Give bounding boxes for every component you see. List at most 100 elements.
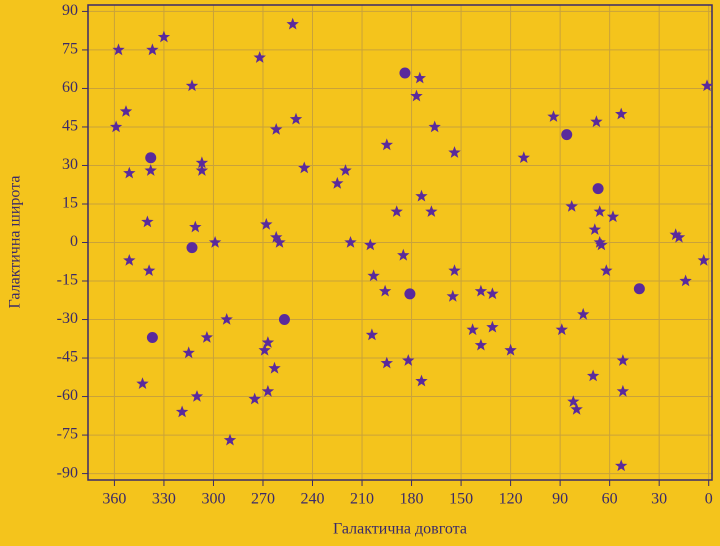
- point: [399, 67, 411, 79]
- x-tick-label: 0: [705, 491, 713, 508]
- point: [615, 459, 628, 472]
- point: [700, 79, 714, 92]
- point: [486, 287, 499, 300]
- point: [123, 166, 136, 179]
- point: [486, 320, 499, 333]
- point: [587, 369, 600, 382]
- point: [367, 269, 380, 282]
- point: [248, 392, 261, 405]
- point: [410, 89, 423, 102]
- point: [119, 105, 133, 117]
- point: [588, 223, 601, 235]
- point: [390, 205, 403, 217]
- point: [672, 230, 686, 243]
- y-tick-label: 90: [62, 2, 78, 19]
- point: [567, 395, 580, 407]
- y-tick-label: 30: [62, 156, 78, 173]
- point: [270, 123, 283, 135]
- point: [331, 176, 344, 189]
- point: [616, 384, 629, 397]
- x-tick-label: 30: [651, 491, 667, 508]
- point: [146, 43, 159, 56]
- x-tick-label: 60: [602, 491, 618, 508]
- y-tick-label: -75: [57, 426, 78, 443]
- x-tick-label: 210: [350, 491, 374, 508]
- point: [593, 205, 606, 217]
- point: [446, 289, 459, 302]
- point: [344, 236, 357, 248]
- point: [379, 284, 392, 297]
- point: [570, 402, 583, 415]
- y-tick-label: -45: [57, 349, 78, 366]
- y-tick-label: -30: [57, 310, 78, 327]
- point: [380, 138, 393, 151]
- point: [474, 284, 488, 297]
- point: [190, 390, 204, 402]
- point: [425, 205, 438, 217]
- point: [633, 283, 645, 295]
- y-tick-label: 60: [62, 79, 78, 96]
- point: [220, 313, 233, 325]
- point: [175, 405, 189, 418]
- point: [616, 354, 629, 366]
- point: [261, 384, 275, 397]
- point: [697, 254, 710, 266]
- point: [195, 156, 209, 169]
- point: [200, 331, 213, 343]
- point: [504, 343, 517, 356]
- y-tick-label: -60: [57, 387, 78, 404]
- point: [615, 107, 628, 120]
- y-axis-label: Галактична широта: [7, 176, 24, 309]
- point: [415, 189, 428, 202]
- point: [547, 110, 560, 122]
- point: [600, 264, 613, 276]
- point: [260, 218, 273, 230]
- y-tick-label: -15: [57, 272, 78, 289]
- point: [339, 164, 352, 176]
- point: [189, 220, 202, 233]
- point: [112, 43, 125, 56]
- point: [428, 120, 441, 133]
- y-tick-label: -90: [57, 464, 78, 481]
- point: [136, 377, 149, 389]
- point: [448, 146, 461, 158]
- point: [669, 228, 682, 241]
- y-tick-label: 45: [62, 118, 78, 135]
- x-tick-label: 300: [201, 491, 225, 508]
- point: [448, 264, 461, 276]
- point: [561, 129, 573, 141]
- point: [590, 115, 603, 128]
- point: [466, 323, 479, 336]
- x-tick-label: 330: [152, 491, 176, 508]
- point: [397, 248, 410, 261]
- point: [185, 79, 199, 92]
- point: [517, 151, 530, 163]
- x-tick-label: 90: [552, 491, 568, 508]
- point: [402, 354, 415, 366]
- point: [592, 183, 604, 195]
- point: [270, 230, 283, 243]
- point: [273, 236, 286, 248]
- point: [298, 161, 311, 174]
- y-tick-label: 15: [62, 195, 78, 212]
- point: [223, 433, 237, 446]
- point: [186, 242, 198, 254]
- x-tick-label: 270: [251, 491, 275, 508]
- x-tick-label: 180: [400, 491, 424, 508]
- plot-frame: [87, 4, 713, 481]
- point: [365, 328, 379, 341]
- point: [258, 343, 271, 356]
- point: [593, 236, 606, 248]
- point: [413, 71, 426, 84]
- point: [415, 374, 428, 387]
- point: [208, 236, 222, 248]
- point: [278, 314, 290, 326]
- x-axis-label: Галактична довгота: [333, 521, 467, 538]
- point: [289, 112, 303, 125]
- x-tick-label: 120: [499, 491, 523, 508]
- point: [606, 210, 620, 223]
- y-tick-label: 75: [62, 41, 78, 58]
- point: [555, 323, 568, 336]
- x-tick-label: 150: [449, 491, 473, 508]
